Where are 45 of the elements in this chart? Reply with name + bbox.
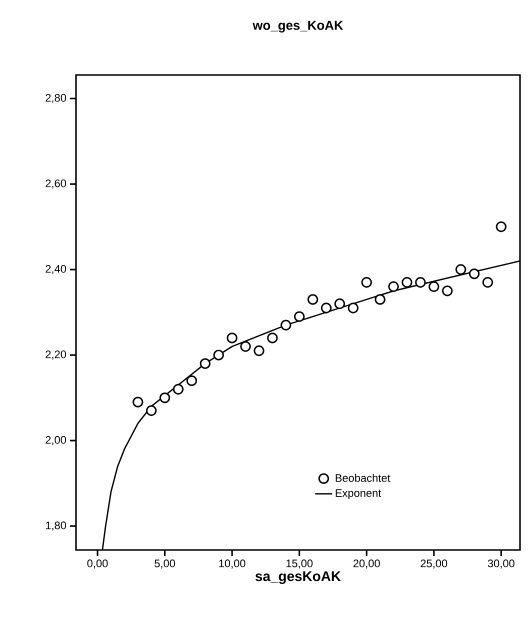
point bbox=[388, 281, 399, 292]
point bbox=[267, 332, 278, 344]
x-tick-label: 20,00 bbox=[353, 560, 380, 569]
point bbox=[213, 350, 224, 360]
point bbox=[159, 392, 170, 404]
legend-label: Beobachtet bbox=[336, 474, 390, 482]
y-tick-label: 1,80 bbox=[46, 522, 66, 531]
point bbox=[468, 268, 480, 280]
point bbox=[361, 277, 372, 288]
legend-label: Exponent bbox=[336, 489, 382, 500]
y-tick-label: 2,00 bbox=[46, 436, 66, 446]
x-tick-label: 10,00 bbox=[219, 560, 246, 569]
point bbox=[132, 396, 144, 408]
y-tick-label: 2,20 bbox=[46, 350, 66, 360]
point bbox=[442, 286, 453, 296]
point bbox=[496, 221, 507, 232]
point bbox=[172, 384, 184, 395]
x-tick-label: 15,00 bbox=[286, 560, 313, 569]
point bbox=[240, 341, 251, 352]
x-tick-label: 30,00 bbox=[488, 560, 514, 569]
y-tick-label: 2,80 bbox=[46, 94, 66, 104]
point bbox=[428, 281, 440, 292]
y-tick-label: 2,40 bbox=[46, 265, 66, 274]
point bbox=[348, 302, 359, 314]
point bbox=[186, 375, 198, 386]
point bbox=[200, 358, 211, 369]
point bbox=[455, 264, 466, 275]
point bbox=[320, 302, 332, 314]
point bbox=[307, 294, 318, 305]
point bbox=[294, 311, 305, 322]
point bbox=[374, 294, 386, 305]
point bbox=[254, 345, 264, 356]
point bbox=[415, 277, 426, 288]
point bbox=[280, 320, 292, 330]
point bbox=[482, 277, 494, 288]
point bbox=[146, 405, 157, 416]
point bbox=[334, 298, 346, 310]
x-tick-label: 5,00 bbox=[154, 560, 176, 569]
point bbox=[226, 332, 238, 344]
x-tick-label: 25,00 bbox=[420, 560, 448, 569]
x-axis-title: sa_gesKoAK bbox=[255, 571, 341, 584]
x-tick-label: 0,00 bbox=[87, 560, 108, 569]
point bbox=[402, 277, 412, 288]
y-tick-label: 2,60 bbox=[46, 180, 66, 189]
chart-title: wo_ges_KoAK bbox=[252, 20, 344, 32]
